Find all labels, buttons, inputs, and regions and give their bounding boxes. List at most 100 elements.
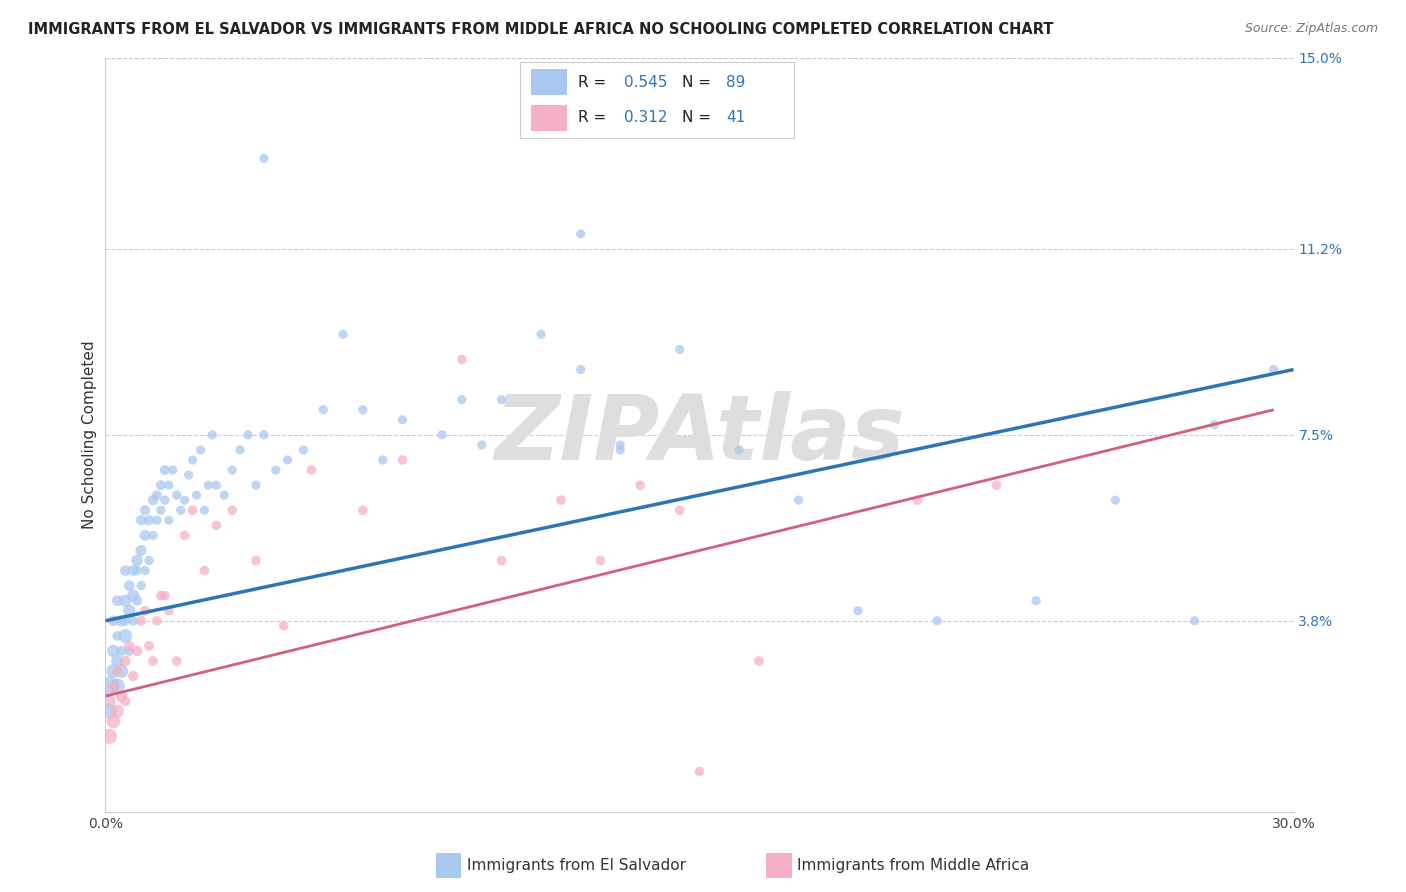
Point bbox=[668, 343, 690, 357]
Point bbox=[103, 664, 125, 678]
Point bbox=[114, 654, 136, 668]
Point bbox=[105, 679, 128, 693]
Point bbox=[149, 503, 172, 517]
Point bbox=[105, 664, 128, 678]
Text: 89: 89 bbox=[725, 75, 745, 90]
Point bbox=[173, 528, 195, 542]
Point bbox=[122, 669, 145, 683]
Point bbox=[138, 639, 160, 653]
Point bbox=[193, 503, 215, 517]
Point bbox=[1204, 417, 1226, 432]
Point bbox=[201, 428, 224, 442]
Point bbox=[569, 227, 592, 241]
Point bbox=[146, 513, 169, 527]
Point bbox=[98, 679, 121, 693]
Point bbox=[134, 528, 156, 542]
Point bbox=[127, 644, 149, 658]
Point bbox=[118, 639, 141, 653]
Point bbox=[221, 463, 243, 477]
Point bbox=[103, 644, 125, 658]
Point bbox=[332, 327, 354, 342]
Y-axis label: No Schooling Completed: No Schooling Completed bbox=[82, 341, 97, 529]
Point bbox=[157, 604, 180, 618]
Point bbox=[105, 654, 128, 668]
Point bbox=[146, 488, 169, 502]
Text: IMMIGRANTS FROM EL SALVADOR VS IMMIGRANTS FROM MIDDLE AFRICA NO SCHOOLING COMPLE: IMMIGRANTS FROM EL SALVADOR VS IMMIGRANT… bbox=[28, 22, 1053, 37]
Text: 0.545: 0.545 bbox=[624, 75, 668, 90]
Point bbox=[105, 704, 128, 718]
Point bbox=[134, 604, 156, 618]
Point bbox=[110, 664, 132, 678]
Point bbox=[149, 478, 172, 492]
Text: Immigrants from Middle Africa: Immigrants from Middle Africa bbox=[797, 858, 1029, 872]
Point bbox=[127, 593, 149, 607]
Point bbox=[127, 564, 149, 578]
Point bbox=[173, 493, 195, 508]
Point bbox=[253, 428, 276, 442]
Point bbox=[292, 442, 315, 457]
Point bbox=[190, 442, 212, 457]
Text: 0.312: 0.312 bbox=[624, 111, 668, 125]
Point bbox=[146, 614, 169, 628]
Point bbox=[138, 513, 160, 527]
Point bbox=[129, 543, 152, 558]
Point bbox=[129, 579, 152, 593]
Text: R =: R = bbox=[578, 75, 612, 90]
Point bbox=[166, 488, 188, 502]
Point bbox=[728, 442, 751, 457]
Point bbox=[245, 478, 267, 492]
Point bbox=[181, 503, 204, 517]
Point bbox=[122, 589, 145, 603]
Point bbox=[186, 488, 208, 502]
Text: ZIPAtlas: ZIPAtlas bbox=[494, 391, 905, 479]
Point bbox=[122, 564, 145, 578]
Text: Source: ZipAtlas.com: Source: ZipAtlas.com bbox=[1244, 22, 1378, 36]
Point bbox=[177, 468, 200, 483]
Point bbox=[142, 654, 165, 668]
Point bbox=[236, 428, 259, 442]
Point bbox=[471, 438, 494, 452]
Point bbox=[430, 428, 453, 442]
Point bbox=[205, 478, 228, 492]
Point bbox=[134, 564, 156, 578]
Point bbox=[110, 644, 132, 658]
Point bbox=[450, 392, 472, 407]
Point bbox=[114, 564, 136, 578]
Point bbox=[1263, 362, 1285, 376]
Point bbox=[450, 352, 472, 367]
Text: R =: R = bbox=[578, 111, 612, 125]
Point bbox=[103, 679, 125, 693]
Point bbox=[1104, 493, 1126, 508]
Point bbox=[98, 730, 121, 744]
Point bbox=[105, 629, 128, 643]
Point bbox=[118, 579, 141, 593]
Point bbox=[253, 152, 276, 166]
Text: N =: N = bbox=[682, 75, 716, 90]
Point bbox=[273, 619, 295, 633]
Point bbox=[205, 518, 228, 533]
Point bbox=[157, 478, 180, 492]
Text: N =: N = bbox=[682, 111, 716, 125]
Point bbox=[105, 593, 128, 607]
Point bbox=[787, 493, 810, 508]
Point bbox=[134, 503, 156, 517]
Point bbox=[103, 614, 125, 628]
Point bbox=[118, 644, 141, 658]
Point bbox=[245, 553, 267, 567]
Point bbox=[166, 654, 188, 668]
Point bbox=[114, 694, 136, 708]
Point bbox=[905, 493, 928, 508]
Point bbox=[142, 493, 165, 508]
Point bbox=[550, 493, 572, 508]
Point bbox=[153, 589, 176, 603]
Point bbox=[277, 453, 299, 467]
Point bbox=[1184, 614, 1206, 628]
Point bbox=[668, 503, 690, 517]
Point bbox=[628, 478, 651, 492]
Point bbox=[312, 402, 335, 417]
Point bbox=[193, 564, 215, 578]
Point bbox=[689, 764, 711, 779]
Point bbox=[609, 442, 631, 457]
Point bbox=[142, 528, 165, 542]
FancyBboxPatch shape bbox=[531, 70, 567, 95]
